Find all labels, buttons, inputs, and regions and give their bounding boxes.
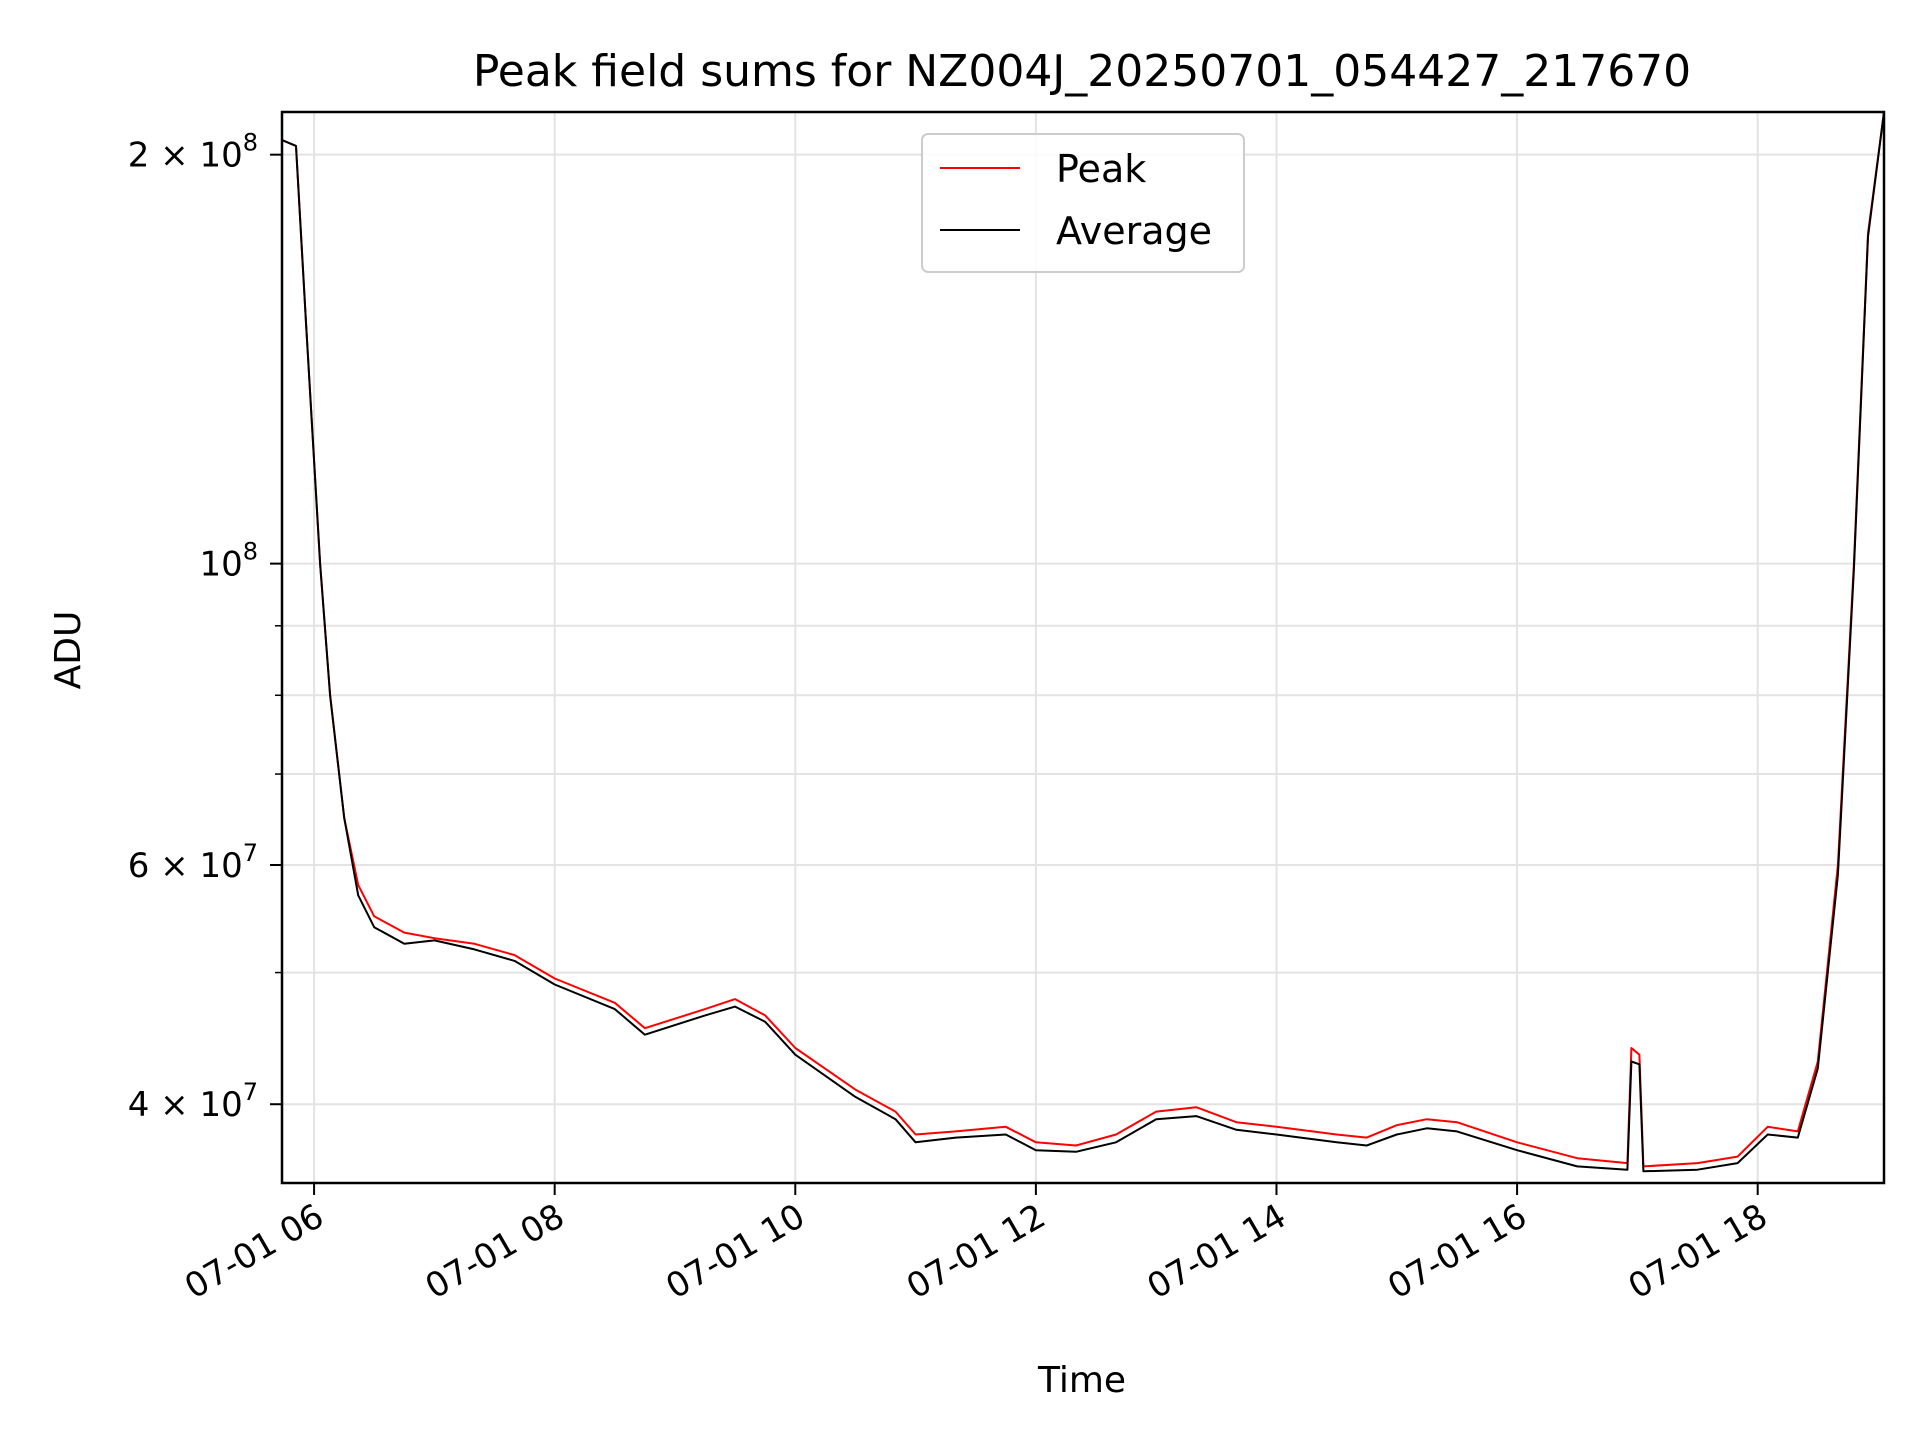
- y-tick-label-exponent: 7: [243, 1078, 258, 1106]
- y-tick-label-exponent: 7: [243, 839, 258, 867]
- x-tick-label: 07-01 16: [1381, 1196, 1533, 1307]
- x-tick-label: 07-01 12: [900, 1196, 1052, 1307]
- y-tick-label-exponent: 8: [243, 129, 258, 157]
- x-tick-label: 07-01 10: [659, 1196, 811, 1307]
- y-tick-label-base: 2 × 10: [128, 136, 243, 176]
- y-tick-label-exponent: 8: [243, 538, 258, 566]
- series-line-average: [281, 111, 1885, 1173]
- legend: Peak Average: [921, 133, 1245, 273]
- y-axis-label: ADU: [48, 611, 89, 690]
- x-axis-ticks: 07-01 06 07-01 08 07-01 10 07-01 12 07-01 14…: [178, 1183, 1774, 1307]
- legend-label-average: Average: [1056, 209, 1212, 253]
- legend-label-peak: Peak: [1056, 147, 1146, 191]
- y-tick-label: 6 × 107: [128, 839, 258, 886]
- x-tick-label: 07-01 14: [1141, 1196, 1293, 1307]
- plot-frame: [280, 110, 1886, 1185]
- x-tick-label: 07-01 18: [1622, 1196, 1774, 1307]
- chart-title: Peak field sums for NZ004J_20250701_0544…: [473, 46, 1691, 97]
- y-tick-label-base: 6 × 10: [128, 846, 243, 886]
- y-tick-label: 2 × 108: [128, 129, 258, 176]
- series-layer: [281, 111, 1885, 1173]
- y-tick-label: 108: [199, 538, 258, 585]
- x-tick-label: 07-01 06: [178, 1196, 330, 1307]
- x-tick-label: 07-01 08: [419, 1196, 571, 1307]
- x-axis-label: Time: [1037, 1360, 1126, 1401]
- y-tick-label-base: 4 × 10: [128, 1085, 243, 1125]
- y-tick-label: 4 × 107: [128, 1078, 258, 1125]
- y-tick-label-base: 10: [199, 545, 242, 585]
- grid-lines: [282, 112, 1884, 1183]
- series-line-peak: [281, 111, 1885, 1168]
